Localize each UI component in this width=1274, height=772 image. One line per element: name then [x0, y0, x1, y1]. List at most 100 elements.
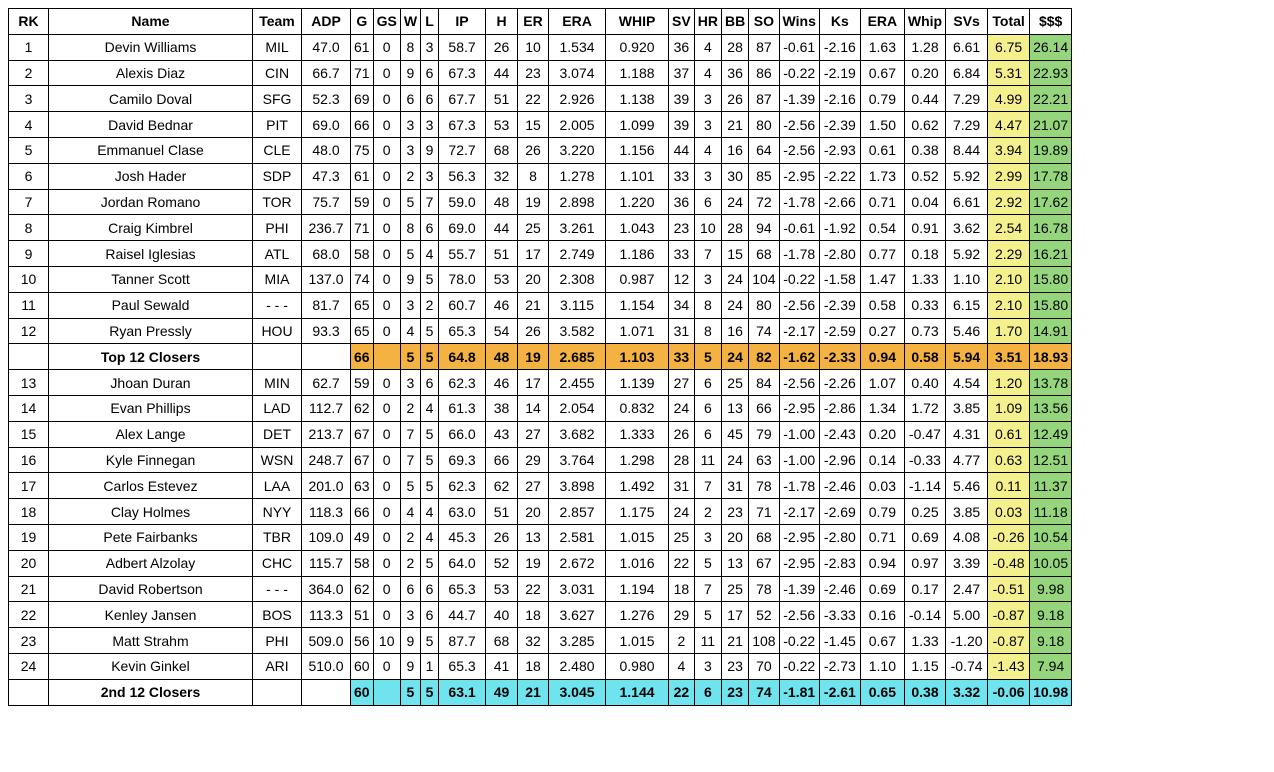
cell: 21: [720, 111, 750, 138]
player-name: Camilo Doval: [48, 85, 253, 113]
cell: 81.7: [301, 291, 351, 319]
cell: -0.22: [778, 652, 820, 680]
cell: 71: [748, 498, 780, 525]
cell: -2.56: [778, 111, 820, 138]
column-header: SV: [668, 8, 695, 35]
cell: 31: [720, 472, 750, 500]
player-name: Evan Phillips: [48, 394, 253, 422]
cell: 8: [399, 33, 422, 61]
cell: 8: [693, 317, 722, 345]
player-name: Carlos Estevez: [48, 472, 253, 500]
cell: 10: [8, 265, 49, 293]
cell: CIN: [252, 59, 302, 87]
cell: 63.1: [438, 678, 487, 706]
cell: 0.61: [987, 420, 1031, 448]
cell: 39: [668, 111, 695, 138]
cell: 0: [372, 188, 401, 216]
cell: 5: [420, 678, 440, 706]
cell: 22: [517, 575, 550, 603]
cell: 5: [399, 472, 422, 500]
cell: 28: [668, 446, 695, 474]
table-row: 3 Camilo Doval SFG 52.3 69 0 6 6 67.7 51 22 2.926 1.…: [8, 85, 1073, 113]
cell: -1.58: [818, 265, 861, 293]
cell: 1.10: [945, 265, 989, 293]
cell: 0.14: [859, 446, 905, 474]
cell: 1.07: [859, 369, 905, 396]
cell: 65.3: [438, 317, 487, 345]
cell: 1.101: [605, 162, 670, 190]
cell: 1.72: [903, 394, 947, 422]
cell: 47.3: [301, 162, 351, 190]
cell: 24: [8, 652, 49, 680]
cell: -1.20: [945, 627, 989, 654]
cell: 4.77: [945, 446, 989, 474]
cell: CHC: [252, 549, 302, 577]
cell: -1.39: [778, 85, 820, 113]
cell: 0: [372, 394, 401, 422]
cell: 52: [748, 601, 780, 629]
cell: 19: [517, 343, 550, 371]
cell: 9.18: [1029, 627, 1073, 654]
cell: -1.14: [903, 472, 947, 500]
player-name: David Robertson: [48, 575, 253, 603]
cell: 0.04: [903, 188, 947, 216]
cell: 6: [399, 575, 422, 603]
cell: 48.0: [301, 136, 351, 164]
cell: 23: [720, 678, 750, 706]
cell: 0.40: [903, 369, 947, 396]
cell: 2.685: [548, 343, 607, 371]
cell: 74: [748, 317, 780, 345]
table-row: 10 Tanner Scott MIA 137.0 74 0 9 5 78.0 53 20 2.308…: [8, 265, 1073, 293]
cell: 3: [420, 162, 440, 190]
cell: 68: [748, 240, 780, 267]
cell: 67: [748, 549, 780, 577]
cell: 5.00: [945, 601, 989, 629]
cell: MIN: [252, 369, 302, 396]
cell: 1.47: [859, 265, 905, 293]
cell: 3.39: [945, 549, 989, 577]
cell: -1.78: [778, 240, 820, 267]
cell: 1.534: [548, 33, 607, 61]
cell: 109.0: [301, 523, 351, 551]
cell: 1.15: [903, 652, 947, 680]
cell: 0.25: [903, 498, 947, 525]
cell: -0.14: [903, 601, 947, 629]
cell: 2.898: [548, 188, 607, 216]
cell: 93.3: [301, 317, 351, 345]
cell: 1.73: [859, 162, 905, 190]
cell: 3.045: [548, 678, 607, 706]
player-name: Raisel Iglesias: [48, 240, 253, 267]
cell: -0.61: [778, 33, 820, 61]
cell: 53: [485, 111, 519, 138]
cell: 26: [668, 420, 695, 448]
cell: 6: [693, 678, 722, 706]
cell: 6.61: [945, 33, 989, 61]
cell: 0.20: [903, 59, 947, 87]
cell: 3: [420, 33, 440, 61]
cell: 29: [668, 601, 695, 629]
cell: -2.73: [818, 652, 861, 680]
cell: 43: [485, 420, 519, 448]
column-header: SVs: [945, 8, 989, 35]
cell: -0.33: [903, 446, 947, 474]
cell: 0.54: [859, 214, 905, 242]
player-name: Emmanuel Clase: [48, 136, 253, 164]
cell: 3.582: [548, 317, 607, 345]
empty-cell: [252, 343, 302, 371]
cell: 51: [485, 85, 519, 113]
cell: 137.0: [301, 265, 351, 293]
cell: 2: [8, 59, 49, 87]
cell: 65: [350, 317, 374, 345]
cell: 67.7: [438, 85, 487, 113]
cell: 0: [372, 446, 401, 474]
cell: 9: [399, 652, 422, 680]
cell: -2.95: [778, 549, 820, 577]
cell: 18: [517, 652, 550, 680]
cell: 0: [372, 601, 401, 629]
player-name: Ryan Pressly: [48, 317, 253, 345]
cell: 5.31: [987, 59, 1031, 87]
table-row: 8 Craig Kimbrel PHI 236.7 71 0 8 6 69.0 44 25 3.261…: [8, 214, 1073, 242]
cell: 66: [485, 446, 519, 474]
cell: 5: [399, 188, 422, 216]
cell: 2.10: [987, 265, 1031, 293]
